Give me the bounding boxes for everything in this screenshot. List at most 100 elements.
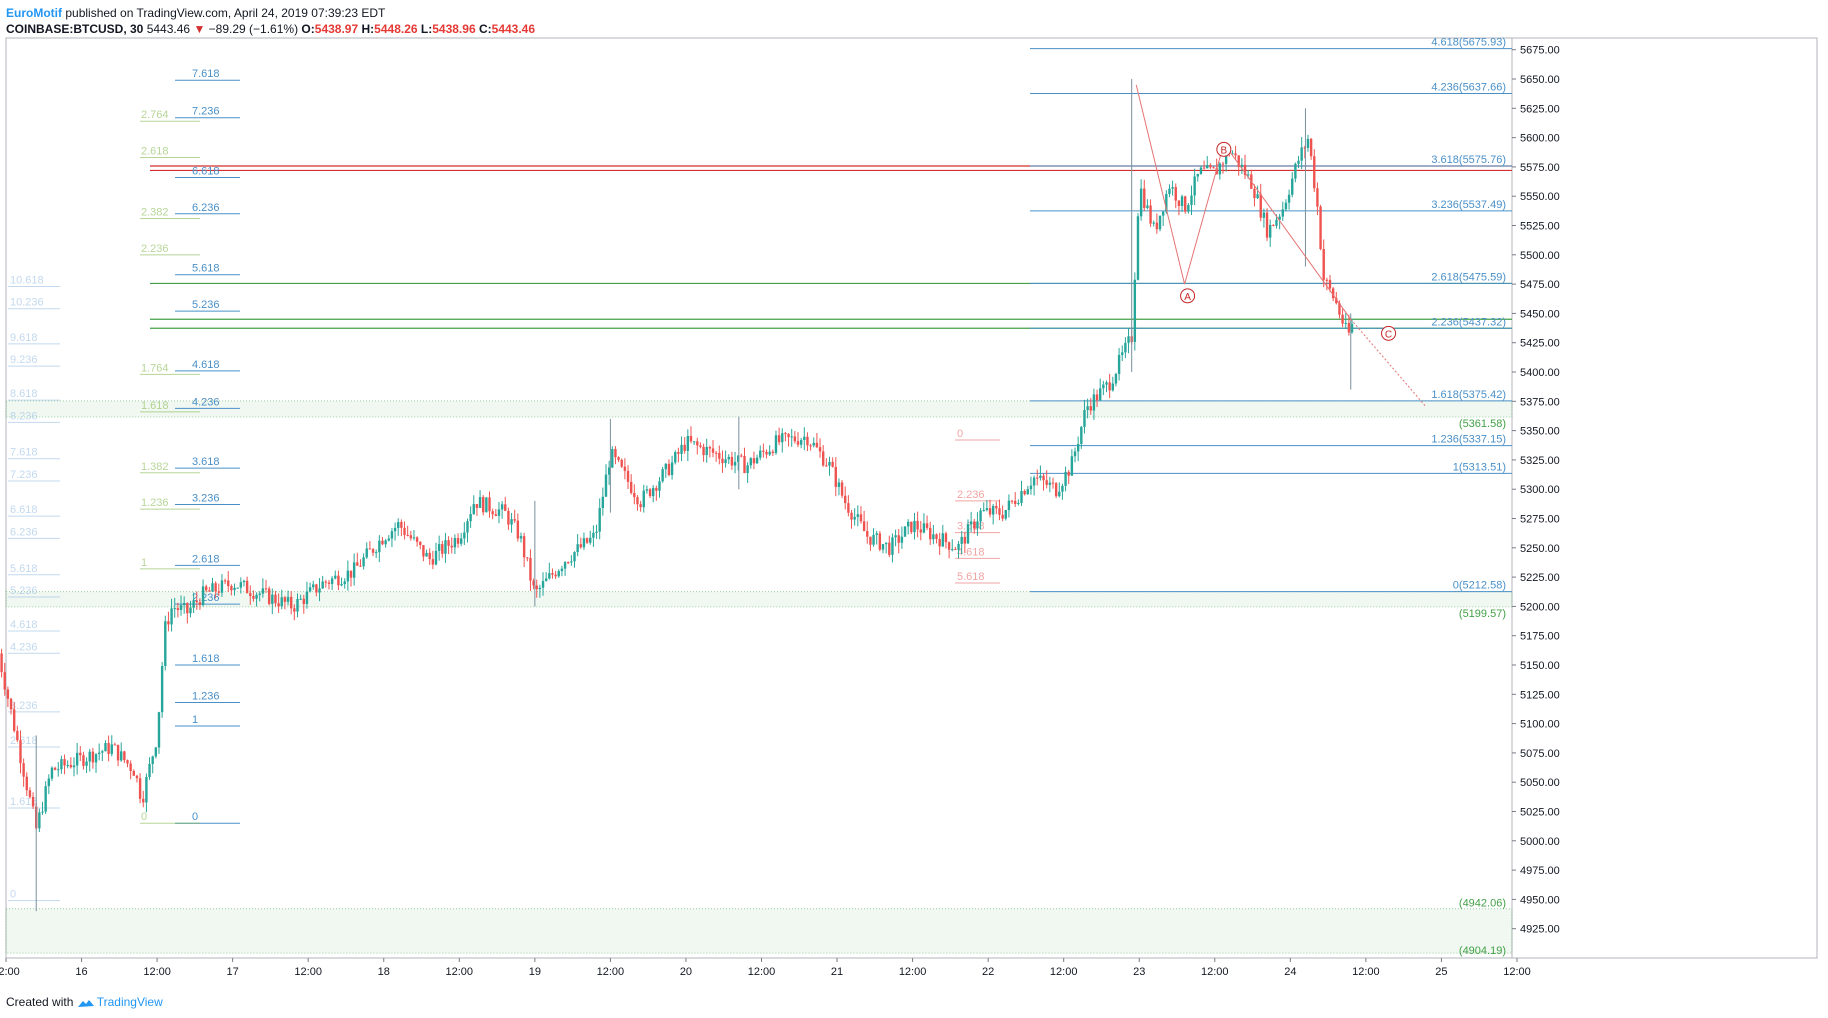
- candle-body: [264, 588, 268, 590]
- y-tick-label: 5075.00: [1520, 748, 1560, 760]
- chart-frame: [5, 37, 1818, 959]
- candle-body: [1054, 483, 1058, 497]
- candle-body: [419, 541, 422, 546]
- y-tick-label: 5625.00: [1520, 103, 1560, 115]
- x-tick-label: 12:00: [1201, 966, 1229, 978]
- candle-body: [428, 552, 431, 560]
- tradingview-link[interactable]: TradingView: [96, 995, 163, 1009]
- candle-body: [299, 598, 302, 600]
- candle-body: [642, 490, 645, 508]
- candle-body: [1206, 165, 1209, 169]
- y-tick-label: 4925.00: [1520, 924, 1560, 936]
- candle-body: [1177, 200, 1181, 206]
- y-tick-label: 5000.00: [1520, 836, 1560, 848]
- candle-body: [337, 575, 340, 586]
- candle-body: [589, 537, 592, 543]
- candle-body: [894, 535, 897, 538]
- candle-body: [173, 608, 176, 610]
- candle-body: [570, 561, 573, 563]
- candle-body: [1183, 196, 1187, 212]
- candle-body: [585, 538, 589, 543]
- change-value: −89.29 (−1.61%): [208, 22, 299, 36]
- candle-body: [727, 456, 730, 460]
- candle-body: [22, 763, 25, 777]
- candle-body: [466, 521, 469, 533]
- candle-body: [1259, 194, 1262, 218]
- candle-body: [305, 591, 309, 604]
- candle-body: [781, 433, 784, 443]
- candle-body: [91, 751, 95, 763]
- candle-body: [1102, 384, 1105, 389]
- candle-body: [1007, 500, 1011, 511]
- candle-body: [330, 578, 334, 584]
- candle-body: [966, 524, 970, 544]
- candle-body: [614, 449, 617, 458]
- x-tick-label: 12:00: [0, 966, 20, 978]
- zone-label: (5199.57): [1459, 608, 1506, 620]
- fib-left-label: 3.618: [192, 456, 220, 468]
- fib-level-label: 3.236(5537.49): [1431, 199, 1506, 211]
- candle-body: [25, 776, 28, 791]
- candle-body: [777, 435, 781, 443]
- y-tick-label: 5400.00: [1520, 367, 1560, 379]
- candle-body: [677, 452, 680, 454]
- candle-body: [652, 487, 655, 497]
- candle-body: [1032, 477, 1036, 486]
- candle-body: [482, 497, 485, 513]
- candle-body: [516, 520, 520, 539]
- candle-body: [1215, 168, 1218, 175]
- y-tick-label: 5650.00: [1520, 74, 1560, 86]
- candle-body: [1281, 209, 1284, 217]
- candle-body: [368, 548, 372, 550]
- candle-body: [1108, 382, 1111, 391]
- candle-body: [441, 544, 444, 554]
- candle-body: [705, 446, 708, 456]
- candle-body: [220, 580, 224, 593]
- candle-body: [919, 529, 922, 533]
- author-link[interactable]: EuroMotif: [6, 6, 62, 20]
- candle-body: [176, 608, 180, 610]
- candle-body: [576, 544, 579, 553]
- fib-left-label: 6.618: [192, 165, 220, 177]
- zone-label: (5361.58): [1459, 418, 1506, 430]
- candle-body: [205, 586, 208, 591]
- candle-body: [821, 451, 825, 466]
- candle-body: [1014, 500, 1017, 504]
- candle-body: [277, 603, 280, 607]
- candle-body: [1017, 502, 1020, 504]
- candle-body: [601, 496, 605, 509]
- candle-body: [1001, 514, 1004, 519]
- candle-body: [1117, 354, 1121, 374]
- x-tick-label: 19: [529, 966, 541, 978]
- fib-left-label: 2.236: [141, 243, 169, 255]
- candle-body: [1111, 383, 1114, 391]
- x-tick-label: 16: [75, 966, 87, 978]
- candle-body: [242, 580, 246, 583]
- candle-body: [1155, 222, 1159, 230]
- candle-body: [1297, 160, 1300, 164]
- fib-left-label: 8.236: [10, 410, 38, 422]
- wave-segment: [1184, 143, 1225, 285]
- y-tick-label: 5175.00: [1520, 631, 1560, 643]
- candle-body: [403, 527, 406, 535]
- candle-body: [1341, 314, 1344, 324]
- candle-body: [154, 747, 158, 757]
- y-tick-label: 5350.00: [1520, 426, 1560, 438]
- candle-body: [1105, 382, 1108, 385]
- candle-body: [1344, 322, 1347, 324]
- fib-left-label: 0: [957, 428, 963, 440]
- candle-body: [661, 469, 664, 482]
- candle-body: [1300, 147, 1303, 161]
- x-tick-label: 12:00: [294, 966, 322, 978]
- candle-body: [519, 536, 523, 539]
- y-tick-label: 4975.00: [1520, 865, 1560, 877]
- candle-body: [28, 790, 32, 797]
- candle-body: [623, 466, 627, 471]
- fib-left-label: 5.618: [957, 571, 985, 583]
- y-tick-label: 5250.00: [1520, 543, 1560, 555]
- candle-body: [1190, 195, 1193, 205]
- x-tick-label: 12:00: [1050, 966, 1078, 978]
- x-tick-label: 12:00: [143, 966, 171, 978]
- candle-body: [825, 465, 828, 467]
